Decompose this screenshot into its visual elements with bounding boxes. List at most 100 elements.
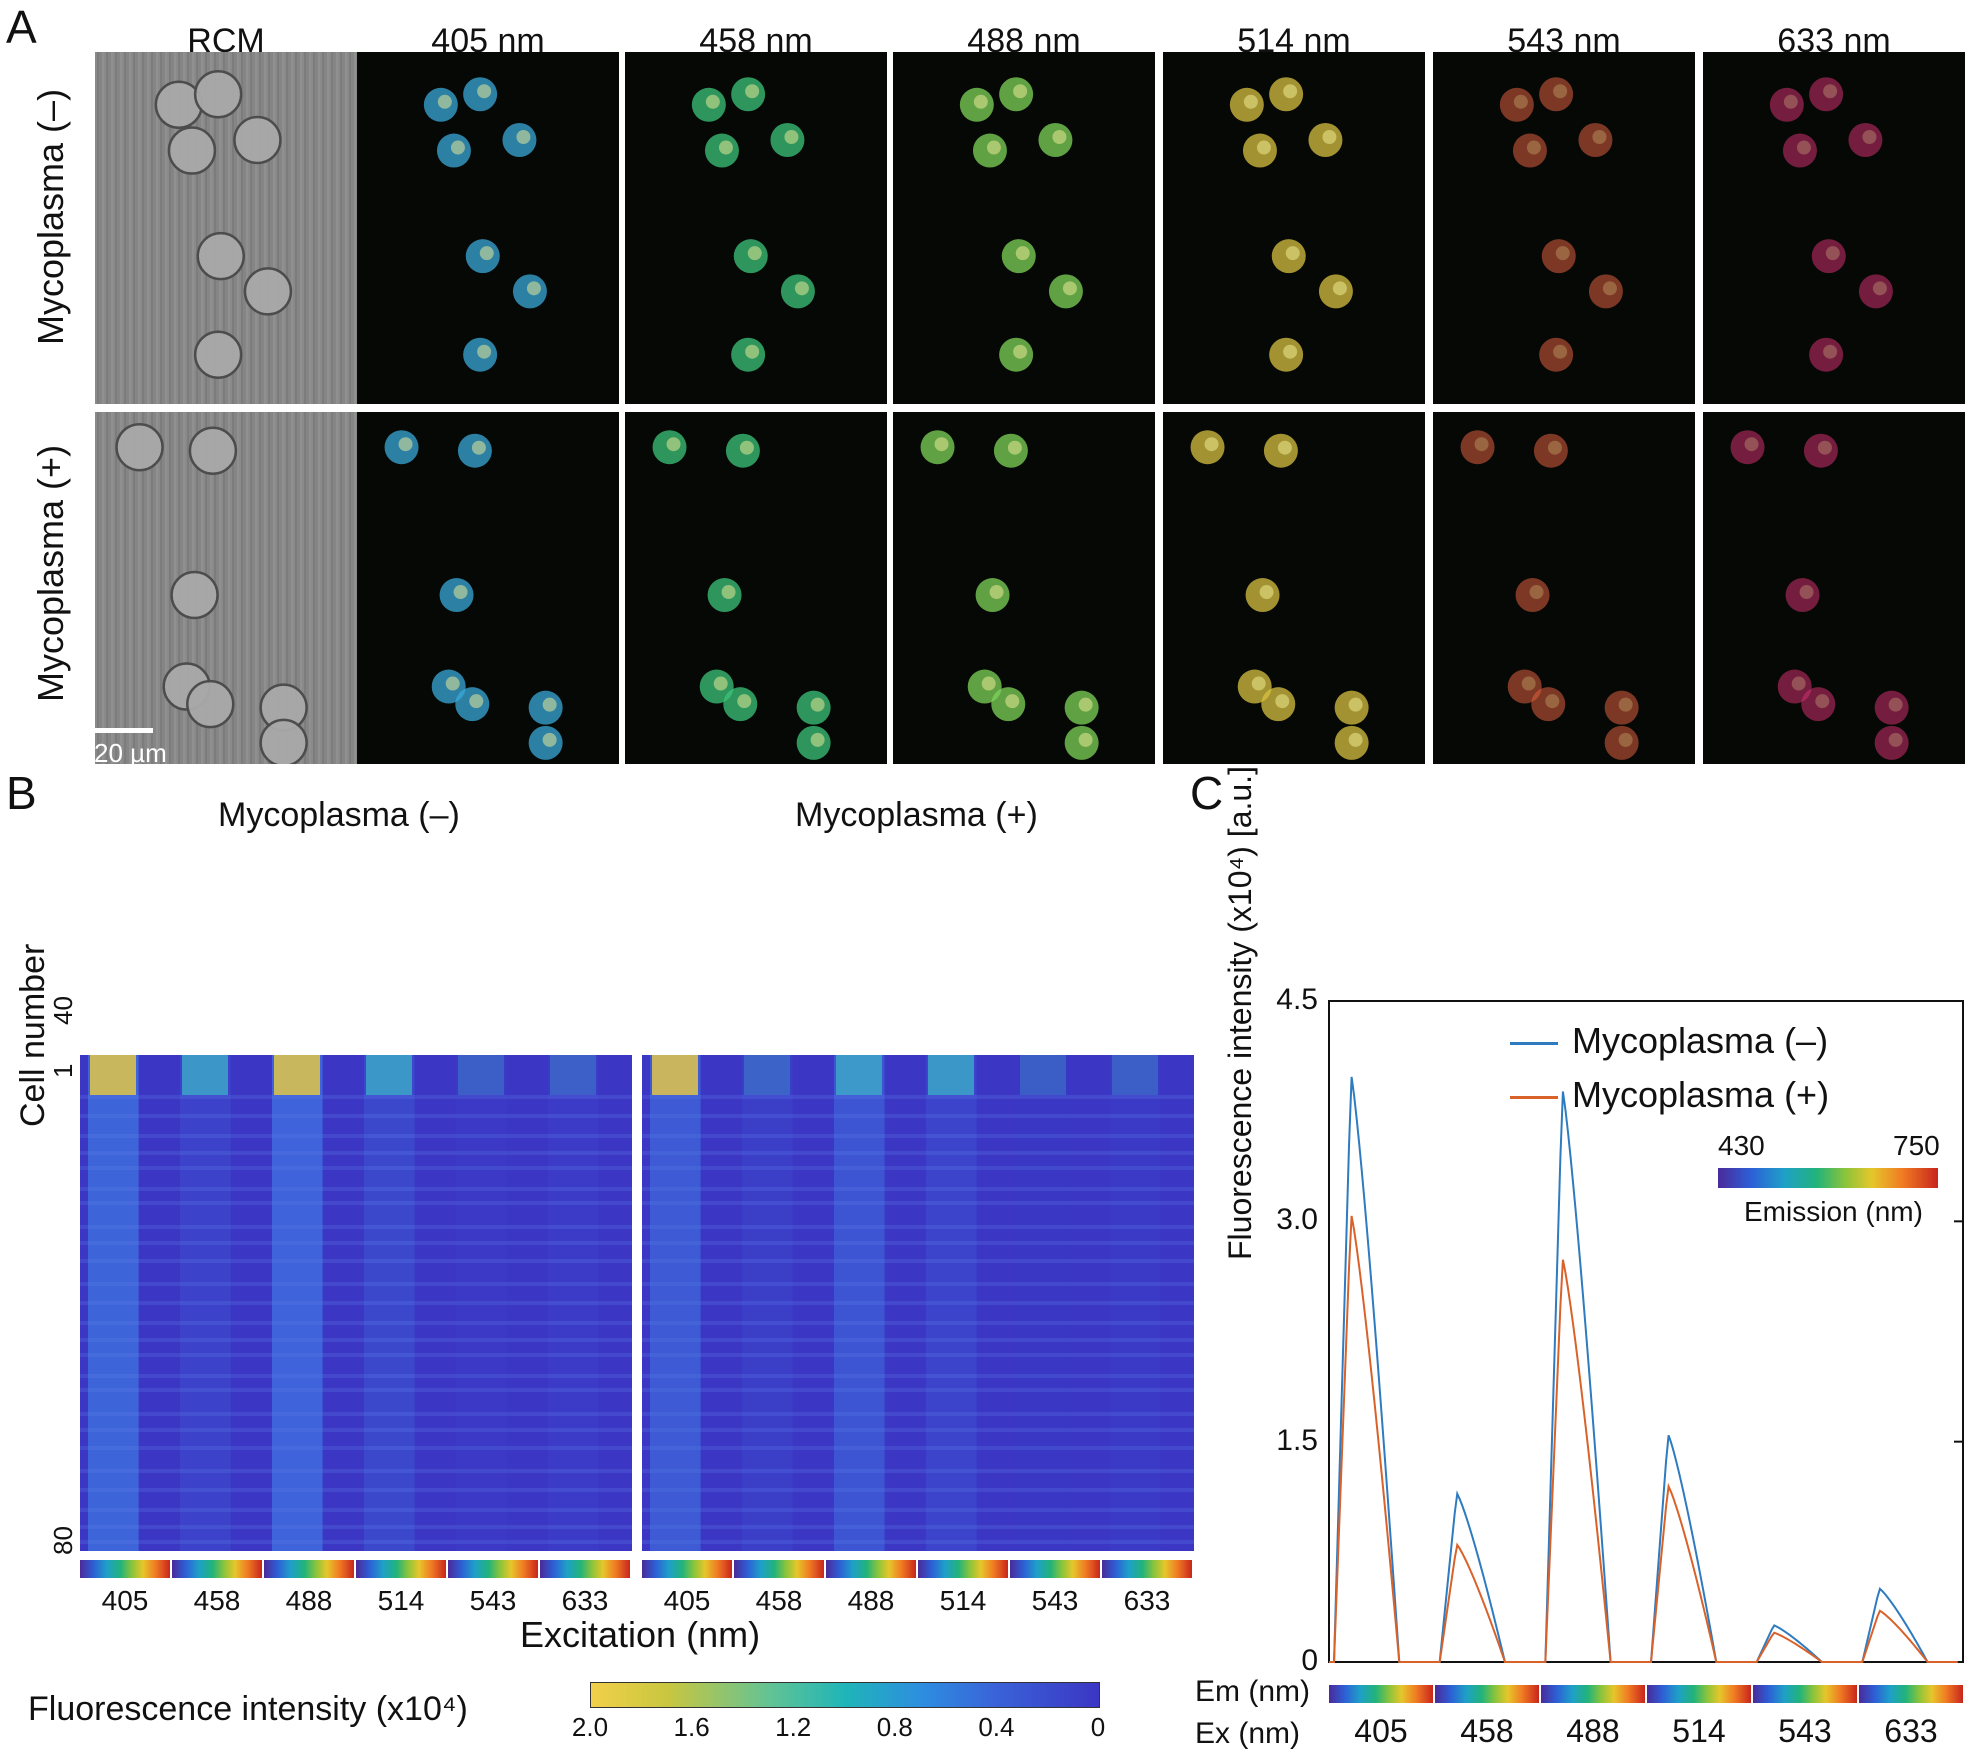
heatmap-band-top <box>182 1055 228 1095</box>
tile-cells <box>1460 430 1639 760</box>
cell-highlight <box>986 140 1001 155</box>
heatmap-band <box>1018 1055 1069 1551</box>
cell-brightfield <box>233 115 282 165</box>
emission-strip <box>734 1560 824 1578</box>
heatmap-band <box>180 1055 231 1551</box>
heatmap-band-top <box>90 1055 136 1095</box>
heatmap-row-stripe <box>80 1166 632 1170</box>
cell-highlight <box>1825 246 1840 261</box>
cell-fluorescence <box>1730 430 1765 465</box>
heatmap-row-stripe <box>642 1301 1194 1305</box>
cell-fluorescence <box>1578 123 1613 157</box>
heatmap-band <box>456 1055 507 1551</box>
emission-scale-max: 750 <box>1893 1130 1940 1161</box>
tile-cells <box>423 77 547 372</box>
cell-highlight <box>1052 130 1067 144</box>
cell-fluorescence <box>1858 274 1893 309</box>
chart-y-tick-3: 4.5 <box>1276 983 1318 1016</box>
heatmap-x-tick: 458 <box>193 1585 241 1616</box>
cell-highlight <box>453 585 468 600</box>
chart-x-tick: 633 <box>1884 1713 1938 1749</box>
colorbar-tick-5: 0 <box>1090 1712 1106 1742</box>
cell-highlight <box>1862 130 1877 144</box>
emission-scale-bar <box>1718 1168 1938 1188</box>
cell-highlight <box>477 344 492 359</box>
cell-fluorescence <box>1874 690 1909 725</box>
cell-highlight <box>934 437 949 452</box>
heatmap-row-stripe <box>80 1488 632 1492</box>
heatmap-y-tick-80: 80 <box>48 1526 78 1555</box>
emission-strip <box>826 1560 916 1578</box>
cell-brightfield <box>167 126 217 175</box>
cell-highlight <box>1275 694 1290 709</box>
cell-highlight <box>1791 676 1806 691</box>
cell-fluorescence <box>1588 274 1623 309</box>
cell-fluorescence <box>1604 725 1639 760</box>
heatmap-x-tick: 633 <box>561 1585 609 1616</box>
cell-highlight <box>1348 732 1363 747</box>
cell-highlight <box>1283 84 1298 99</box>
cell-fluorescence <box>1539 77 1574 112</box>
heatmap-row-stripe <box>80 1469 632 1473</box>
heatmap-row-stripe <box>642 1259 1194 1263</box>
heatmap-row-stripe <box>80 1525 632 1529</box>
cell-fluorescence <box>1460 430 1495 465</box>
cell-highlight <box>1007 440 1022 455</box>
cell-highlight <box>1015 246 1030 261</box>
heatmap-row-stripe <box>642 1446 1194 1450</box>
cell-highlight <box>1005 694 1020 709</box>
heatmap-row-stripe <box>80 1353 632 1357</box>
heatmap-row-stripe <box>80 1412 632 1416</box>
tile-cells <box>691 77 815 372</box>
image-tile-r0-c2 <box>625 52 887 404</box>
heatmap-x-tick: 405 <box>101 1585 149 1616</box>
heatmap-row-stripe <box>80 1225 632 1229</box>
cell-brightfield <box>170 570 219 620</box>
chart-y-tick-2: 3.0 <box>1276 1203 1318 1237</box>
cell-fluorescence <box>1809 337 1844 372</box>
cell-brightfield <box>193 330 243 379</box>
cell-highlight <box>1823 344 1838 359</box>
emission-strip <box>1102 1560 1192 1578</box>
colorbar-label-text: Fluorescence intensity (x10⁴) <box>28 1690 468 1728</box>
heatmap-y-tick-1: 1 <box>48 1063 78 1078</box>
cell-fluorescence <box>1604 690 1639 725</box>
tile-cells <box>652 430 831 760</box>
cell-fluorescence <box>1515 578 1550 613</box>
cell-highlight <box>747 246 762 261</box>
heatmap-row-stripe <box>642 1428 1194 1432</box>
series-line-1 <box>1329 1215 1958 1663</box>
heatmap-x-label: Excitation (nm) <box>520 1614 761 1655</box>
cell-fluorescence <box>1809 77 1844 112</box>
cell-highlight <box>1013 84 1028 99</box>
cell-highlight <box>1796 140 1811 155</box>
tile-cells <box>959 77 1083 372</box>
cell-highlight <box>1078 732 1093 747</box>
cell-highlight <box>542 732 557 747</box>
chart-x-tick: 514 <box>1672 1713 1726 1749</box>
emission-strip <box>918 1560 1008 1578</box>
cell-highlight <box>745 344 760 359</box>
image-tile-r0-c0 <box>95 52 357 404</box>
colorbar-tick-0: 2.0 <box>571 1712 609 1742</box>
colorbar-tick-2: 1.2 <box>775 1712 812 1742</box>
cell-highlight <box>705 94 720 109</box>
cell-highlight <box>810 732 825 747</box>
scale-bar-label: 20 µm <box>94 738 167 768</box>
image-tile-r0-c1 <box>357 52 619 404</box>
heatmap-row-stripe <box>642 1508 1194 1512</box>
image-tile-r1-c0 <box>95 412 357 764</box>
heatmap-row-stripe <box>80 1540 632 1544</box>
cell-highlight <box>1322 130 1337 144</box>
chart-emission-strip <box>1329 1685 1433 1703</box>
heatmap-row-stripe <box>80 1151 632 1155</box>
heatmap-row-stripe <box>642 1151 1194 1155</box>
emission-strip <box>642 1560 732 1578</box>
cell-highlight <box>1277 440 1292 455</box>
cell-highlight <box>718 140 733 155</box>
cell-highlight <box>1547 440 1562 455</box>
cell-highlight <box>1744 437 1759 452</box>
cell-highlight <box>1553 344 1568 359</box>
heatmap-row-stripe <box>642 1095 1194 1099</box>
cell-highlight <box>445 676 460 691</box>
